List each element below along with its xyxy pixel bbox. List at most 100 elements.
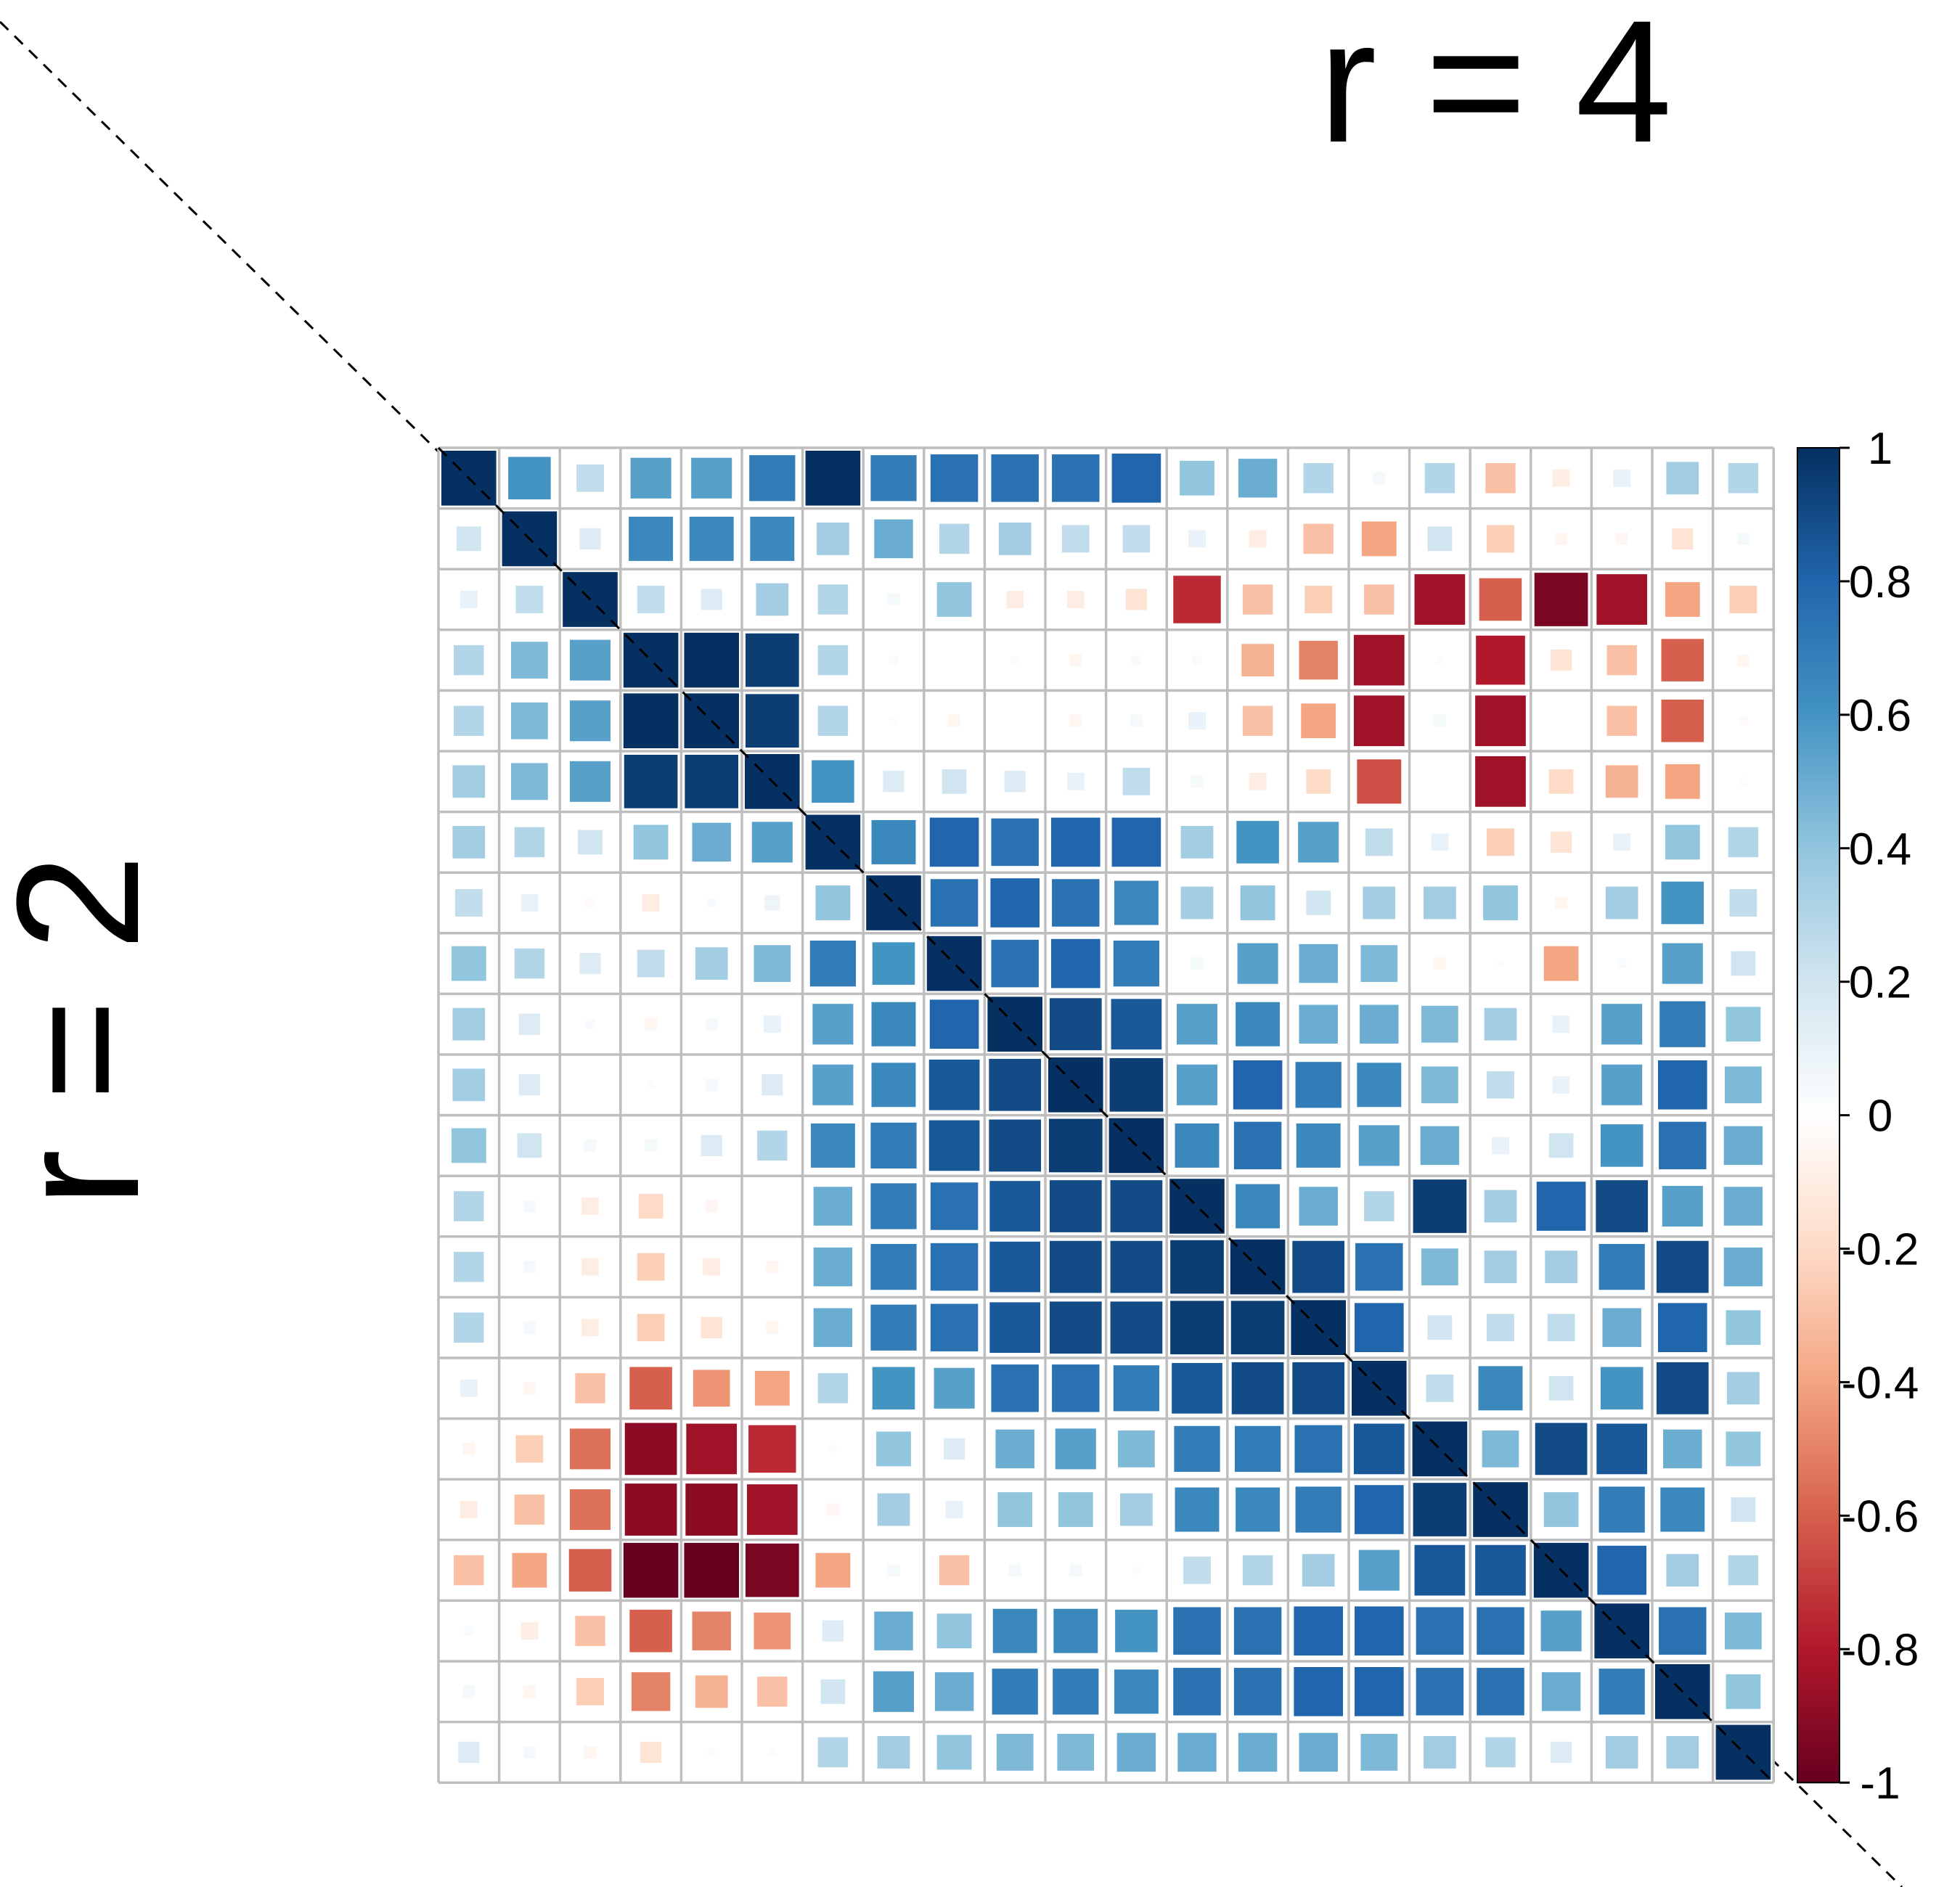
matrix-cell: [514, 948, 545, 979]
matrix-cell: [692, 822, 731, 862]
matrix-cell: [640, 1741, 662, 1764]
matrix-cell: [701, 589, 722, 610]
matrix-cell: [692, 1611, 731, 1650]
matrix-cell: [930, 454, 979, 502]
matrix-cell: [1414, 574, 1466, 625]
matrix-cell: [877, 1736, 910, 1769]
matrix-cell: [1475, 1544, 1526, 1596]
matrix-cell: [952, 658, 957, 663]
matrix-cell: [1131, 655, 1141, 666]
matrix-cell: [1183, 1556, 1211, 1584]
matrix-cell: [1061, 525, 1090, 553]
matrix-cell: [1656, 1240, 1709, 1293]
matrix-cell: [569, 639, 611, 681]
matrix-cell: [1242, 705, 1273, 736]
matrix-cell: [989, 1241, 1041, 1293]
left-label: r = 2: [0, 854, 175, 1208]
matrix-cell: [1066, 772, 1085, 790]
matrix-cell: [1365, 828, 1393, 856]
matrix-cell: [870, 1183, 917, 1229]
matrix-cell: [1170, 1240, 1224, 1294]
matrix-cell: [1354, 1606, 1404, 1656]
matrix-cell: [930, 1182, 979, 1230]
matrix-cell: [872, 942, 915, 985]
matrix-cell: [1114, 880, 1159, 925]
matrix-cell: [1069, 654, 1082, 667]
matrix-cell: [581, 1258, 599, 1276]
matrix-cell: [701, 1317, 722, 1338]
matrix-cell: [1303, 523, 1334, 554]
matrix-cell: [1552, 1015, 1570, 1033]
matrix-cell: [1069, 1564, 1082, 1577]
matrix-cell: [872, 1367, 915, 1410]
colorbar-tick-label: 0.2: [1849, 958, 1911, 1008]
matrix-cell: [462, 1442, 475, 1455]
matrix-cell: [1230, 1301, 1285, 1355]
matrix-cell: [629, 1609, 672, 1653]
matrix-cell: [942, 769, 967, 794]
matrix-cell: [1723, 1187, 1763, 1226]
matrix-cell: [1726, 1674, 1761, 1709]
matrix-cell: [1234, 1425, 1281, 1473]
matrix-cell: [1373, 472, 1386, 485]
matrix-cell: [1665, 582, 1700, 617]
matrix-cell: [1416, 1668, 1464, 1716]
matrix-cell: [1736, 654, 1749, 667]
matrix-cell: [1354, 1485, 1404, 1534]
matrix-cell: [685, 1483, 738, 1536]
matrix-cell: [870, 1243, 917, 1290]
matrix-cell: [642, 894, 660, 912]
matrix-cell: [1547, 1314, 1575, 1342]
matrix-cell: [1726, 1431, 1761, 1467]
matrix-cell: [871, 819, 916, 864]
matrix-cell: [1110, 1240, 1163, 1293]
matrix-cell: [1414, 1544, 1466, 1596]
matrix-cell: [581, 1319, 599, 1337]
matrix-cell: [1355, 1243, 1403, 1291]
matrix-cell: [1725, 1066, 1762, 1104]
matrix-cell: [1188, 530, 1206, 548]
matrix-cell: [1662, 943, 1703, 984]
colorbar-tick-label: -0.4: [1842, 1358, 1919, 1408]
matrix-cell: [637, 1314, 665, 1342]
matrix-cell: [1666, 1736, 1699, 1769]
matrix-cell: [1004, 771, 1026, 793]
matrix-cell: [454, 1555, 484, 1586]
matrix-cell: [629, 516, 674, 561]
matrix-cell: [693, 1370, 730, 1407]
matrix-cell: [1299, 1732, 1338, 1772]
matrix-cell: [1170, 1301, 1224, 1355]
colorbar-tick-label: 1: [1868, 424, 1892, 474]
matrix-cell: [930, 879, 979, 927]
matrix-cell: [1191, 775, 1204, 788]
matrix-cell: [1110, 1180, 1163, 1232]
matrix-cell: [1113, 1365, 1160, 1412]
matrix-cell: [761, 1074, 783, 1096]
matrix-cell: [887, 593, 900, 606]
matrix-cell: [810, 1123, 855, 1168]
colorbar-tick-label: -0.6: [1842, 1491, 1919, 1542]
matrix-cell: [705, 1078, 718, 1092]
matrix-cell: [638, 1194, 663, 1219]
matrix-cell: [1122, 767, 1151, 795]
matrix-cell: [1173, 1607, 1221, 1655]
matrix-cell: [706, 898, 716, 908]
matrix-cell: [1238, 459, 1278, 498]
matrix-cell: [996, 1734, 1034, 1771]
matrix-cell: [939, 1555, 970, 1586]
matrix-cell: [1109, 1057, 1164, 1112]
matrix-cell: [1543, 946, 1579, 981]
matrix-cell: [876, 1431, 911, 1467]
matrix-cell: [936, 582, 972, 617]
matrix-cell: [928, 1059, 980, 1110]
matrix-cell: [684, 1542, 739, 1598]
matrix-cell: [1360, 945, 1398, 982]
matrix-cell: [1299, 1187, 1338, 1226]
matrix-cell: [1294, 1425, 1342, 1473]
matrix-cell: [745, 694, 799, 748]
matrix-cell: [1663, 1429, 1702, 1469]
matrix-cell: [1548, 1375, 1574, 1401]
matrix-cell: [1535, 1423, 1588, 1475]
matrix-cell: [695, 947, 728, 980]
matrix-cell: [1050, 817, 1101, 867]
